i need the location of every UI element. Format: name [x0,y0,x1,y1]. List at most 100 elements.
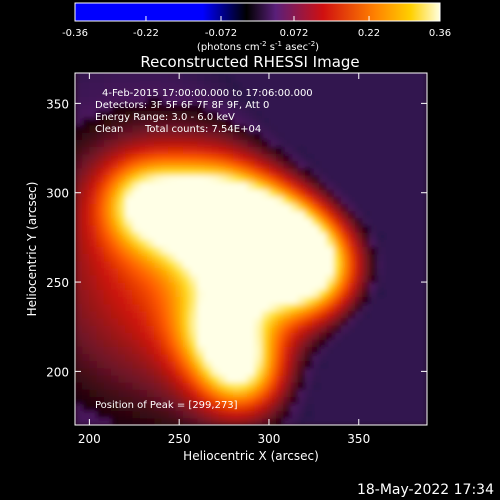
heatmap-cell [362,224,371,233]
heatmap-cell [355,146,363,155]
heatmap-cell [347,139,356,147]
heatmap-cell [182,153,191,162]
heatmap-cell [261,267,270,276]
heatmap-cell [369,310,378,319]
heatmap-cell [312,153,320,162]
heatmap-cell [211,167,220,176]
heatmap-cell [175,210,184,219]
heatmap-cell [312,174,320,183]
heatmap-cell [268,239,277,247]
heatmap-cell [125,296,134,305]
heatmap-cell [398,360,407,369]
heatmap-cell [261,260,270,269]
heatmap-cell [211,310,220,319]
heatmap-cell [391,103,399,112]
heatmap-cell [125,139,134,147]
heatmap-cell [204,282,213,290]
heatmap-cell [405,110,414,119]
heatmap-cell [398,153,407,162]
heatmap-cell [96,232,105,240]
heatmap-cell [82,310,90,319]
heatmap-cell [240,124,249,133]
heatmap-cell [189,253,198,262]
heatmap-cell [168,296,177,305]
heatmap-cell [118,367,126,376]
heatmap-cell [175,289,184,297]
heatmap-cell [218,174,227,183]
heatmap-cell [362,374,371,383]
heatmap-cell [233,167,241,176]
heatmap-cell [312,239,320,247]
heatmap-cell [189,317,198,326]
heatmap-cell [333,189,342,197]
heatmap-cell [132,374,141,383]
heatmap-cell [225,174,234,183]
heatmap-cell [75,253,83,262]
heatmap-cell [304,232,313,240]
heatmap-cell [218,239,227,247]
heatmap-cell [391,89,399,97]
heatmap-cell [118,131,126,140]
heatmap-cell [82,382,90,390]
heatmap-cell [412,353,421,362]
heatmap-cell [312,81,320,90]
heatmap-cell [283,131,292,140]
heatmap-cell [247,382,256,390]
heatmap-cell [319,274,328,283]
heatmap-cell [333,160,342,169]
heatmap-cell [161,303,169,312]
heatmap-cell [197,103,205,112]
heatmap-cell [139,367,148,376]
heatmap-cell [139,410,148,419]
heatmap-cell [290,410,299,419]
heatmap-cell [333,153,342,162]
heatmap-cell [326,181,335,190]
heatmap-cell [312,396,320,405]
heatmap-cell [283,203,292,212]
heatmap-cell [233,232,241,240]
heatmap-cell [261,217,270,226]
heatmap-cell [82,332,90,340]
heatmap-cell [75,303,83,312]
heatmap-cell [82,317,90,326]
heatmap-cell [276,89,284,97]
heatmap-cell [276,146,284,155]
heatmap-cell [125,174,134,183]
heatmap-cell [283,296,292,305]
heatmap-cell [290,139,299,147]
heatmap-cell [233,196,241,205]
heatmap-cell [391,410,399,419]
heatmap-cell [125,73,134,76]
heatmap-cell [319,217,328,226]
heatmap-cell [268,224,277,233]
heatmap-cell [419,103,427,112]
heatmap-cell [154,289,162,297]
heatmap-cell [182,139,191,147]
heatmap-cell [312,124,320,133]
heatmap-cell [75,317,83,326]
heatmap-cell [340,282,349,290]
heatmap-cell [261,289,270,297]
heatmap-cell [391,310,399,319]
heatmap-cell [139,382,148,390]
heatmap-cell [89,239,98,247]
heatmap-cell [168,167,177,176]
heatmap-cell [268,346,277,355]
heatmap-cell [161,131,169,140]
heatmap-cell [419,374,427,383]
heatmap-cell [96,139,105,147]
heatmap-cell [398,117,407,126]
heatmap-cell [391,217,399,226]
heatmap-cell [168,317,177,326]
heatmap-cell [110,181,119,190]
heatmap-cell [333,89,342,97]
heatmap-cell [146,403,155,412]
heatmap-cell [182,360,191,369]
heatmap-cell [225,181,234,190]
heatmap-cell [197,382,205,390]
heatmap-cell [168,74,177,83]
heatmap-cell [132,117,141,126]
heatmap-cell [154,217,162,226]
heatmap-cell [89,110,98,119]
heatmap-cell [369,131,378,140]
